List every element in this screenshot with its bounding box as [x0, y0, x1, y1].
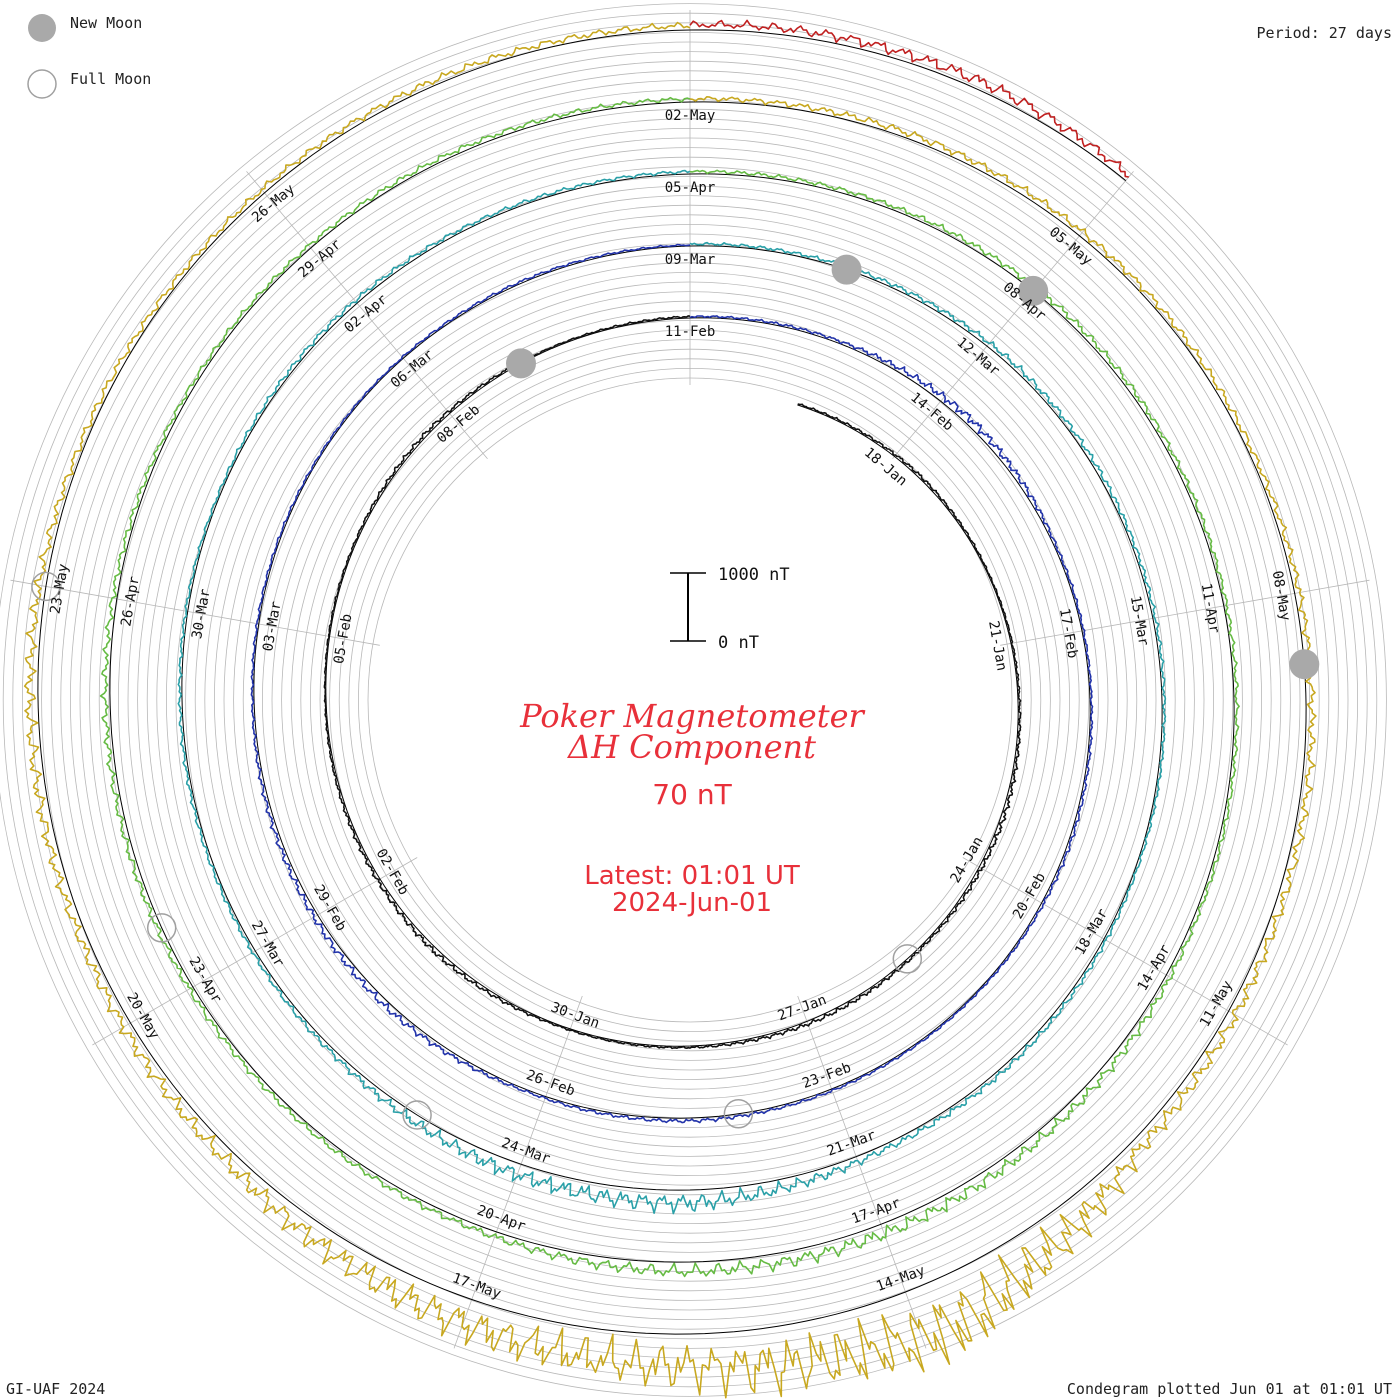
full-moon-legend-label: Full Moon	[70, 70, 151, 88]
chart-subtitle: ΔH Component	[566, 728, 816, 766]
series-line-1	[323, 315, 1022, 1050]
full-moon-marker	[31, 571, 61, 602]
date-label: 30-Jan	[549, 1000, 602, 1032]
date-label: 02-Apr	[341, 292, 390, 337]
new-moon-marker	[506, 348, 536, 379]
grid-spoke	[92, 857, 418, 1046]
date-label: 06-Mar	[388, 347, 437, 392]
date-label: 24-Mar	[499, 1135, 552, 1167]
baseline-spiral-path	[37, 29, 1307, 1335]
data-series-group	[23, 19, 1317, 1399]
date-label: 30-Mar	[189, 588, 214, 641]
date-label: 02-Feb	[373, 846, 412, 898]
new-moon-legend-icon	[28, 14, 56, 42]
baseline-spiral	[37, 29, 1307, 1335]
series-line-2	[250, 243, 1094, 1124]
grid-spoke	[1000, 579, 1370, 646]
date-label: 11-Apr	[1198, 582, 1223, 635]
series-line-6	[689, 19, 1129, 178]
date-label: 02-May	[665, 108, 716, 124]
date-label: 05-Feb	[331, 613, 356, 666]
date-label: 26-May	[249, 181, 298, 226]
scale-top-label: 1000 nT	[718, 565, 790, 585]
date-label: 26-Feb	[524, 1067, 577, 1099]
full-moon-marker	[402, 1100, 432, 1130]
date-label: 08-Feb	[434, 402, 483, 447]
new-moon-marker	[1289, 649, 1320, 680]
scale-bottom-label: 0 nT	[718, 633, 759, 653]
scale-bar: 1000 nT 0 nT	[670, 565, 790, 653]
grid-spoke	[453, 995, 583, 1349]
full-moon-legend-icon	[27, 69, 57, 99]
new-moon-legend-label: New Moon	[70, 14, 142, 32]
period-label: Period: 27 days	[1257, 24, 1392, 42]
date-label: 29-Apr	[295, 236, 344, 281]
plotted-note: Condegram plotted Jun 01 at 01:01 UT	[1067, 1380, 1392, 1398]
date-label: 20-May	[123, 990, 162, 1042]
date-label: 14-Apr	[1135, 942, 1174, 994]
date-label: 15-Mar	[1127, 595, 1152, 648]
date-label: 03-Mar	[260, 600, 285, 653]
date-label: 17-May	[450, 1270, 503, 1302]
series-line-3	[177, 169, 1167, 1215]
series-line-5	[23, 21, 1317, 1399]
date-label: 05-Apr	[665, 180, 716, 196]
date-label: 11-Feb	[665, 324, 716, 340]
date-label: 23-May	[47, 563, 72, 616]
date-label: 09-Mar	[665, 252, 716, 268]
chart-title: Poker Magnetometer	[519, 697, 865, 735]
grid-spoke	[892, 171, 1134, 459]
full-moon-marker	[892, 944, 923, 974]
credit-label: GI-UAF 2024	[6, 1380, 105, 1398]
date-label: 14-May	[874, 1263, 927, 1295]
date-label: 27-Mar	[248, 918, 287, 970]
baseline-value-label: 70 nT	[652, 778, 732, 811]
date-label: 17-Feb	[1056, 607, 1081, 660]
grid-ring	[0, 3, 1387, 1397]
grid-spoke	[10, 579, 380, 646]
series-line-4	[99, 96, 1240, 1278]
latest-date-label: 2024-Jun-01	[612, 888, 772, 918]
date-label: 08-May	[1269, 570, 1294, 623]
full-moon-marker	[146, 913, 177, 943]
new-moon-marker	[831, 254, 862, 285]
date-label: 20-Feb	[1010, 870, 1049, 922]
latest-time-label: Latest: 01:01 UT	[584, 861, 800, 891]
date-label: 21-Jan	[985, 620, 1010, 673]
moon-markers	[31, 254, 1320, 1130]
date-label: 18-Jan	[861, 445, 910, 490]
new-moon-marker	[1018, 275, 1049, 306]
full-moon-marker	[723, 1099, 754, 1129]
date-label: 26-Apr	[118, 575, 143, 628]
grid-spoke	[797, 995, 927, 1349]
